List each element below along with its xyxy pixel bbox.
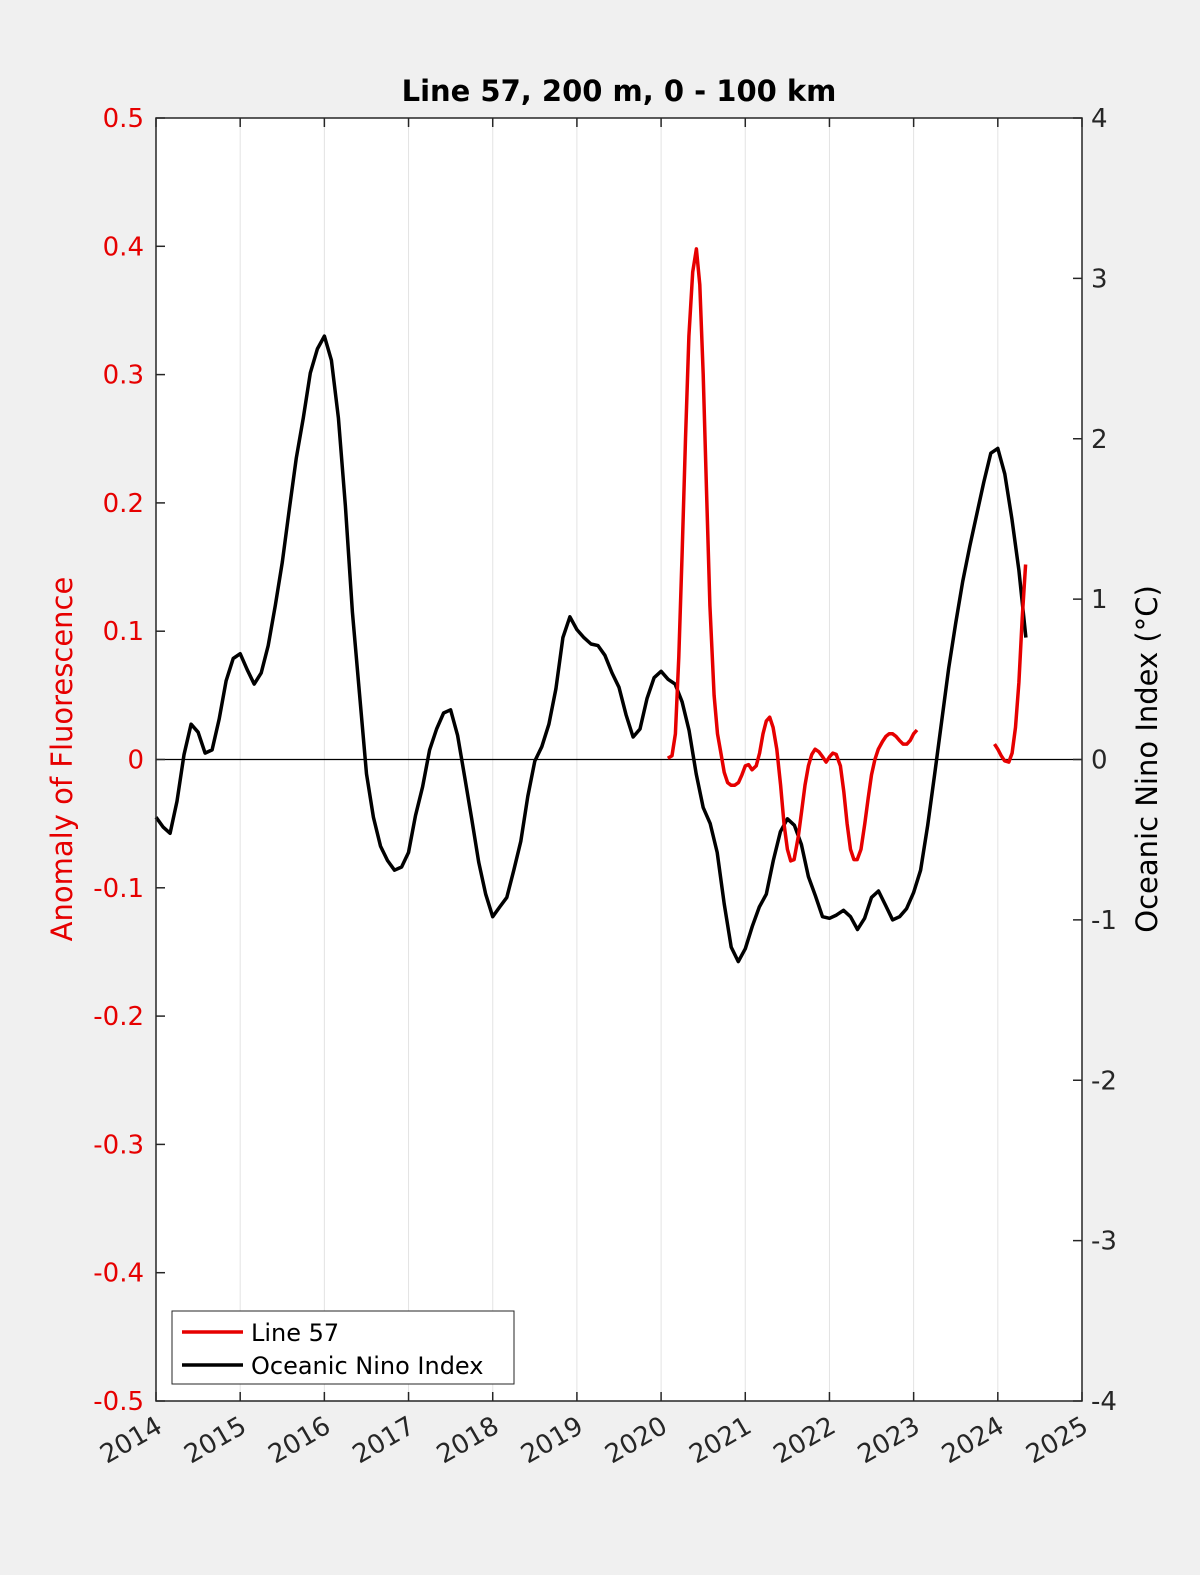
x-tick-label: 2023 [853,1411,925,1470]
y-tick-label-left: 0.3 [103,361,144,391]
y-tick-label-right: 1 [1091,585,1108,615]
y-tick-label-right: 4 [1091,104,1108,134]
series-line-oceanic-nino-index [154,334,1028,964]
y-tick-label-left: 0.5 [103,104,144,134]
y-tick-label-left: 0.4 [103,232,144,262]
y-tick-label-left: 0.2 [103,489,144,519]
x-tick-label: 2019 [516,1411,588,1470]
series-layer [154,247,1028,964]
y-tick-label-right: 2 [1091,425,1108,455]
y-tick-label-right: -1 [1091,906,1117,936]
x-tick-label: 2024 [937,1411,1009,1470]
x-tick-label: 2020 [600,1411,672,1470]
series-line-line-57-segment-1 [666,247,919,863]
x-tick-label: 2025 [1021,1411,1093,1470]
y-axis-label-right: Oceanic Nino Index (°C) [1130,585,1164,933]
y-tick-label-left: -0.5 [93,1387,144,1417]
y-tick-label-left: 0.1 [103,617,144,647]
y-tick-label-right: -4 [1091,1387,1117,1417]
y-tick-label-left: -0.1 [93,874,144,904]
legend: Line 57 Oceanic Nino Index [171,1310,515,1385]
y-tick-label-left: 0 [127,746,144,776]
x-tick-label: 2021 [684,1411,756,1470]
x-tick-label: 2016 [264,1411,336,1470]
x-tick-label: 2022 [769,1411,841,1470]
legend-label-oni: Oceanic Nino Index [251,1352,483,1380]
x-tick-label: 2015 [179,1411,251,1470]
chart-title: Line 57, 200 m, 0 - 100 km [402,74,837,108]
y-tick-label-right: -2 [1091,1066,1117,1096]
y-tick-label-left: -0.2 [93,1002,144,1032]
y-tick-label-right: 0 [1091,746,1108,776]
y-tick-label-right: -3 [1091,1227,1117,1257]
y-tick-label-left: -0.3 [93,1130,144,1160]
y-tick-label-left: -0.4 [93,1259,144,1289]
y-tick-label-right: 3 [1091,264,1108,294]
y-axis-label-left: Anomaly of Fluorescence [45,577,79,942]
x-tick-label: 2014 [95,1411,167,1470]
x-tick-label: 2018 [432,1411,504,1470]
x-tick-label: 2017 [348,1411,420,1470]
series-line-line-57-segment-2 [993,564,1028,764]
legend-label-line-57: Line 57 [251,1319,339,1347]
legend-box [171,1310,515,1385]
